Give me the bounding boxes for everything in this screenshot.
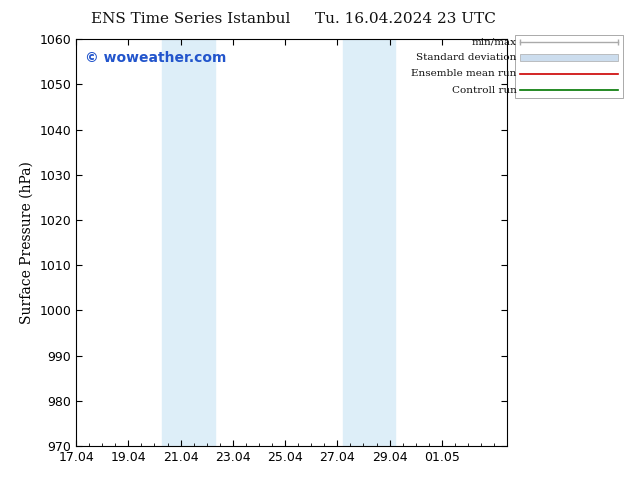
Text: © woweather.com: © woweather.com — [85, 51, 226, 65]
Bar — [162, 39, 214, 446]
Text: ENS Time Series Istanbul: ENS Time Series Istanbul — [91, 12, 290, 26]
Bar — [342, 39, 395, 446]
Text: Controll run: Controll run — [452, 86, 517, 95]
Y-axis label: Surface Pressure (hPa): Surface Pressure (hPa) — [20, 161, 34, 324]
Text: min/max: min/max — [472, 37, 517, 46]
Text: Tu. 16.04.2024 23 UTC: Tu. 16.04.2024 23 UTC — [315, 12, 496, 26]
Text: Standard deviation: Standard deviation — [417, 53, 517, 62]
Text: Ensemble mean run: Ensemble mean run — [411, 70, 517, 78]
